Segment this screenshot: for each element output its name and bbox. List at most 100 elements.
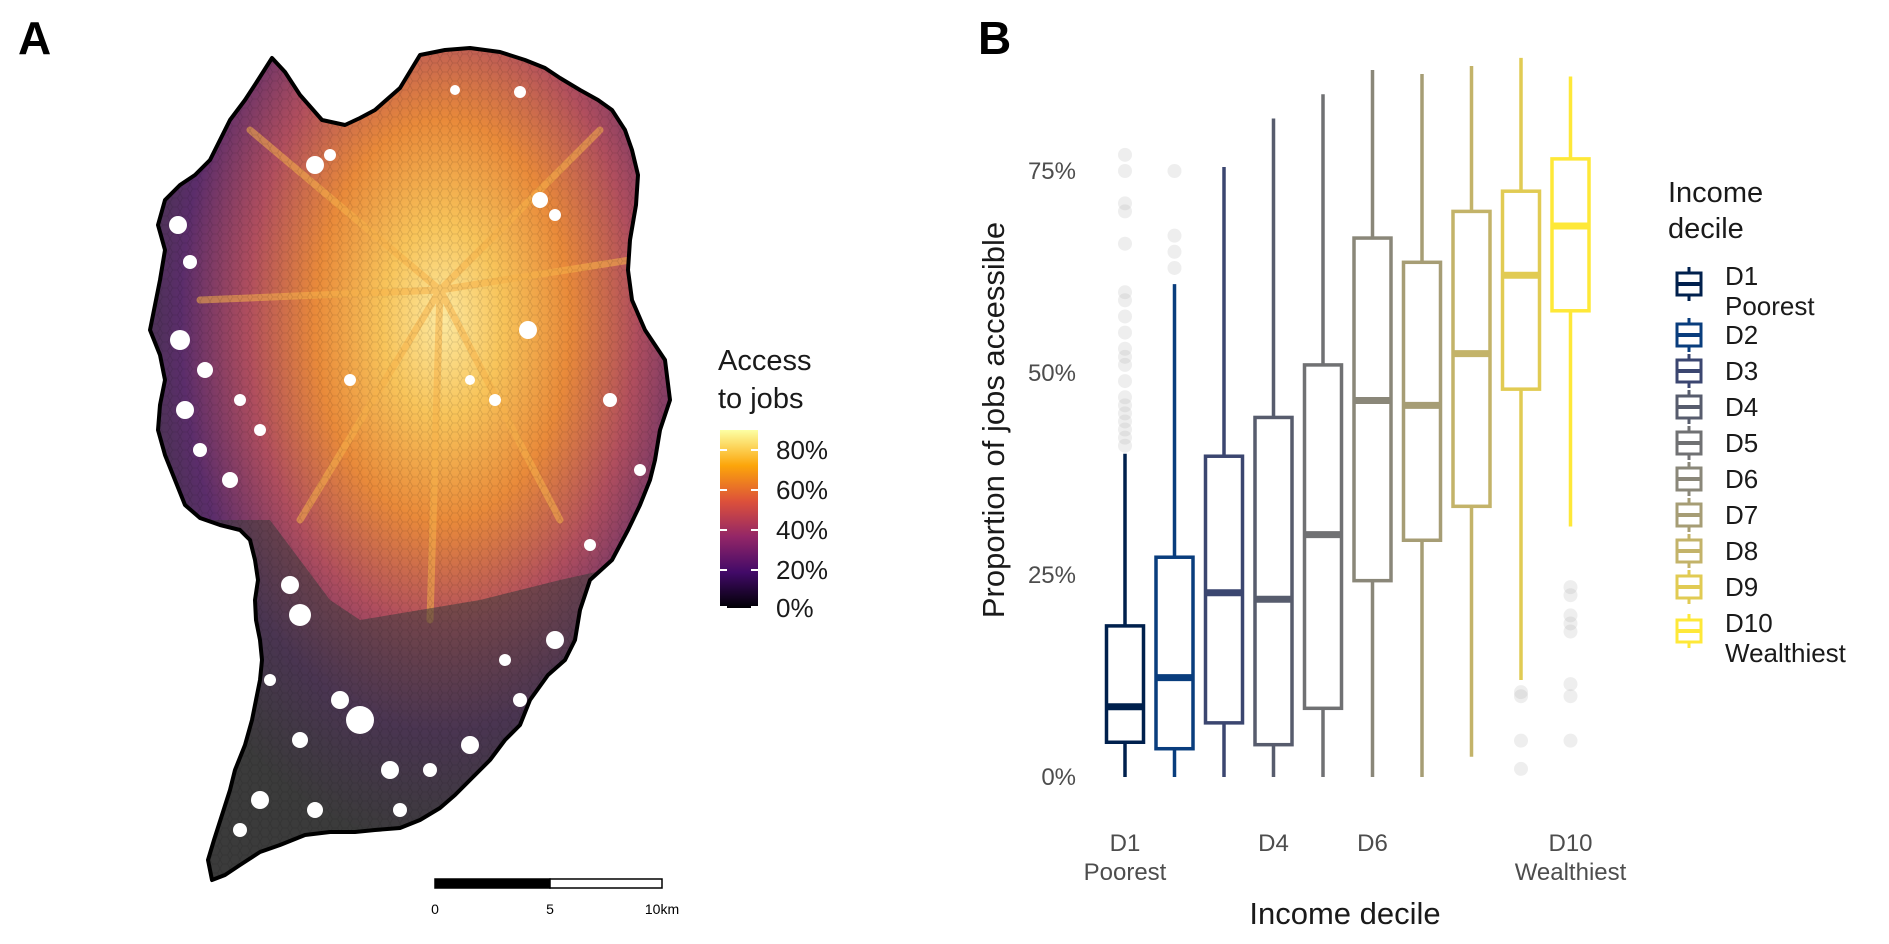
panel-label-a: A bbox=[18, 12, 51, 64]
iqr-box bbox=[1401, 260, 1443, 543]
outlier-point bbox=[1514, 761, 1528, 776]
map-legend: Access to jobs 80% 60% 40% 20% 0% bbox=[718, 345, 828, 623]
colorbar-label-20: 20% bbox=[776, 555, 828, 585]
colorbar-ticks bbox=[720, 449, 758, 608]
box-D10 bbox=[1550, 76, 1591, 527]
outlier-points bbox=[1118, 147, 1578, 776]
outlier-point bbox=[1167, 260, 1182, 275]
outlier-point bbox=[1118, 422, 1132, 437]
legend-key-D9 bbox=[1675, 570, 1703, 604]
legend-key-D10 bbox=[1675, 614, 1703, 648]
iqr-box bbox=[1352, 236, 1393, 583]
y-tick-label: 25% bbox=[1028, 562, 1076, 589]
outlier-point bbox=[1118, 164, 1132, 178]
legend-key-D7 bbox=[1675, 498, 1703, 532]
legend-key-D4 bbox=[1675, 390, 1703, 424]
legend-key-D2 bbox=[1675, 318, 1703, 352]
outlier-point bbox=[1118, 341, 1132, 356]
box-D9 bbox=[1500, 57, 1542, 681]
box-D3 bbox=[1203, 166, 1245, 777]
outlier-point bbox=[1563, 608, 1578, 623]
iqr-box bbox=[1253, 415, 1294, 747]
outlier-point bbox=[1118, 438, 1132, 453]
legend-label-D2: D2 bbox=[1725, 320, 1758, 350]
outlier-point bbox=[1118, 147, 1132, 162]
box-D4 bbox=[1253, 118, 1294, 777]
panel-label-b: B bbox=[978, 12, 1011, 64]
iqr-box bbox=[1451, 209, 1492, 509]
scale-label-0: 0 bbox=[431, 901, 439, 917]
legend-label-D10: Wealthiest bbox=[1725, 638, 1847, 668]
legend-key-D8 bbox=[1675, 534, 1703, 568]
outlier-point bbox=[1118, 374, 1132, 389]
x-tick-label: D10 bbox=[1548, 830, 1592, 857]
outlier-point bbox=[1167, 164, 1182, 178]
legend-label-D1: D1 bbox=[1725, 261, 1758, 291]
scale-label-5: 5 bbox=[546, 901, 554, 917]
box-D1 bbox=[1104, 453, 1146, 777]
boxes bbox=[1104, 57, 1591, 777]
iqr-box bbox=[1500, 189, 1542, 391]
y-axis-ticks: 0% 25% 50% 75% bbox=[1028, 158, 1076, 791]
legend-label-D3: D3 bbox=[1725, 356, 1758, 386]
hex-heatmap bbox=[150, 48, 670, 880]
city-boundary bbox=[148, 46, 672, 882]
outlier-point bbox=[1563, 616, 1578, 631]
colorbar-label-60: 60% bbox=[776, 475, 828, 505]
iqr-box bbox=[1104, 624, 1146, 745]
x-tick-label: Poorest bbox=[1084, 859, 1167, 886]
outlier-point bbox=[1118, 430, 1132, 445]
outlier-point bbox=[1563, 624, 1578, 639]
box-D6 bbox=[1352, 70, 1393, 777]
iqr-box bbox=[1550, 157, 1591, 313]
legend-label-D6: D6 bbox=[1725, 464, 1758, 494]
legend-label-D1: Poorest bbox=[1725, 291, 1815, 321]
y-tick-label: 75% bbox=[1028, 158, 1076, 185]
outlier-point bbox=[1514, 689, 1528, 704]
x-tick-label: D4 bbox=[1258, 830, 1289, 857]
map-legend-title-line1: Access bbox=[718, 345, 811, 377]
colorbar-label-40: 40% bbox=[776, 515, 828, 545]
outlier-point bbox=[1514, 685, 1528, 700]
outlier-point bbox=[1118, 357, 1132, 372]
outlier-point bbox=[1118, 204, 1132, 219]
outlier-point bbox=[1118, 293, 1132, 308]
colorbar-label-80: 80% bbox=[776, 435, 828, 465]
x-tick-label: D1 bbox=[1110, 830, 1141, 857]
outlier-point bbox=[1563, 677, 1578, 692]
outlier-point bbox=[1118, 285, 1132, 300]
outlier-point bbox=[1563, 733, 1578, 748]
legend-key-D5 bbox=[1675, 426, 1703, 460]
outlier-point bbox=[1563, 580, 1578, 595]
box-D2 bbox=[1154, 284, 1195, 777]
map-legend-title-line2: to jobs bbox=[718, 383, 803, 415]
legend-key-D3 bbox=[1675, 354, 1703, 388]
y-tick-label: 0% bbox=[1041, 764, 1076, 791]
x-tick-label: Wealthiest bbox=[1515, 859, 1627, 886]
outlier-point bbox=[1118, 406, 1132, 421]
y-axis-title: Proportion of jobs accessible bbox=[976, 222, 1011, 618]
box-D7 bbox=[1401, 74, 1443, 777]
iqr-box bbox=[1154, 555, 1195, 751]
legend-label-D7: D7 bbox=[1725, 500, 1758, 530]
decile-legend-title-line1: Income bbox=[1668, 177, 1763, 209]
legend-key-D1 bbox=[1675, 267, 1703, 301]
x-tick-label: D6 bbox=[1357, 830, 1388, 857]
outlier-point bbox=[1167, 228, 1182, 243]
outlier-point bbox=[1118, 398, 1132, 413]
outlier-point bbox=[1563, 588, 1578, 603]
legend-label-D5: D5 bbox=[1725, 428, 1758, 458]
box-D5 bbox=[1302, 94, 1344, 777]
outlier-point bbox=[1118, 325, 1132, 340]
decile-legend-title-line2: decile bbox=[1668, 213, 1744, 245]
legend-label-D8: D8 bbox=[1725, 536, 1758, 566]
outlier-point bbox=[1167, 244, 1182, 259]
colorbar-label-0: 0% bbox=[776, 593, 814, 623]
y-tick-label: 50% bbox=[1028, 360, 1076, 387]
legend-label-D10: D10 bbox=[1725, 608, 1773, 638]
outlier-point bbox=[1118, 196, 1132, 211]
outlier-point bbox=[1118, 236, 1132, 251]
